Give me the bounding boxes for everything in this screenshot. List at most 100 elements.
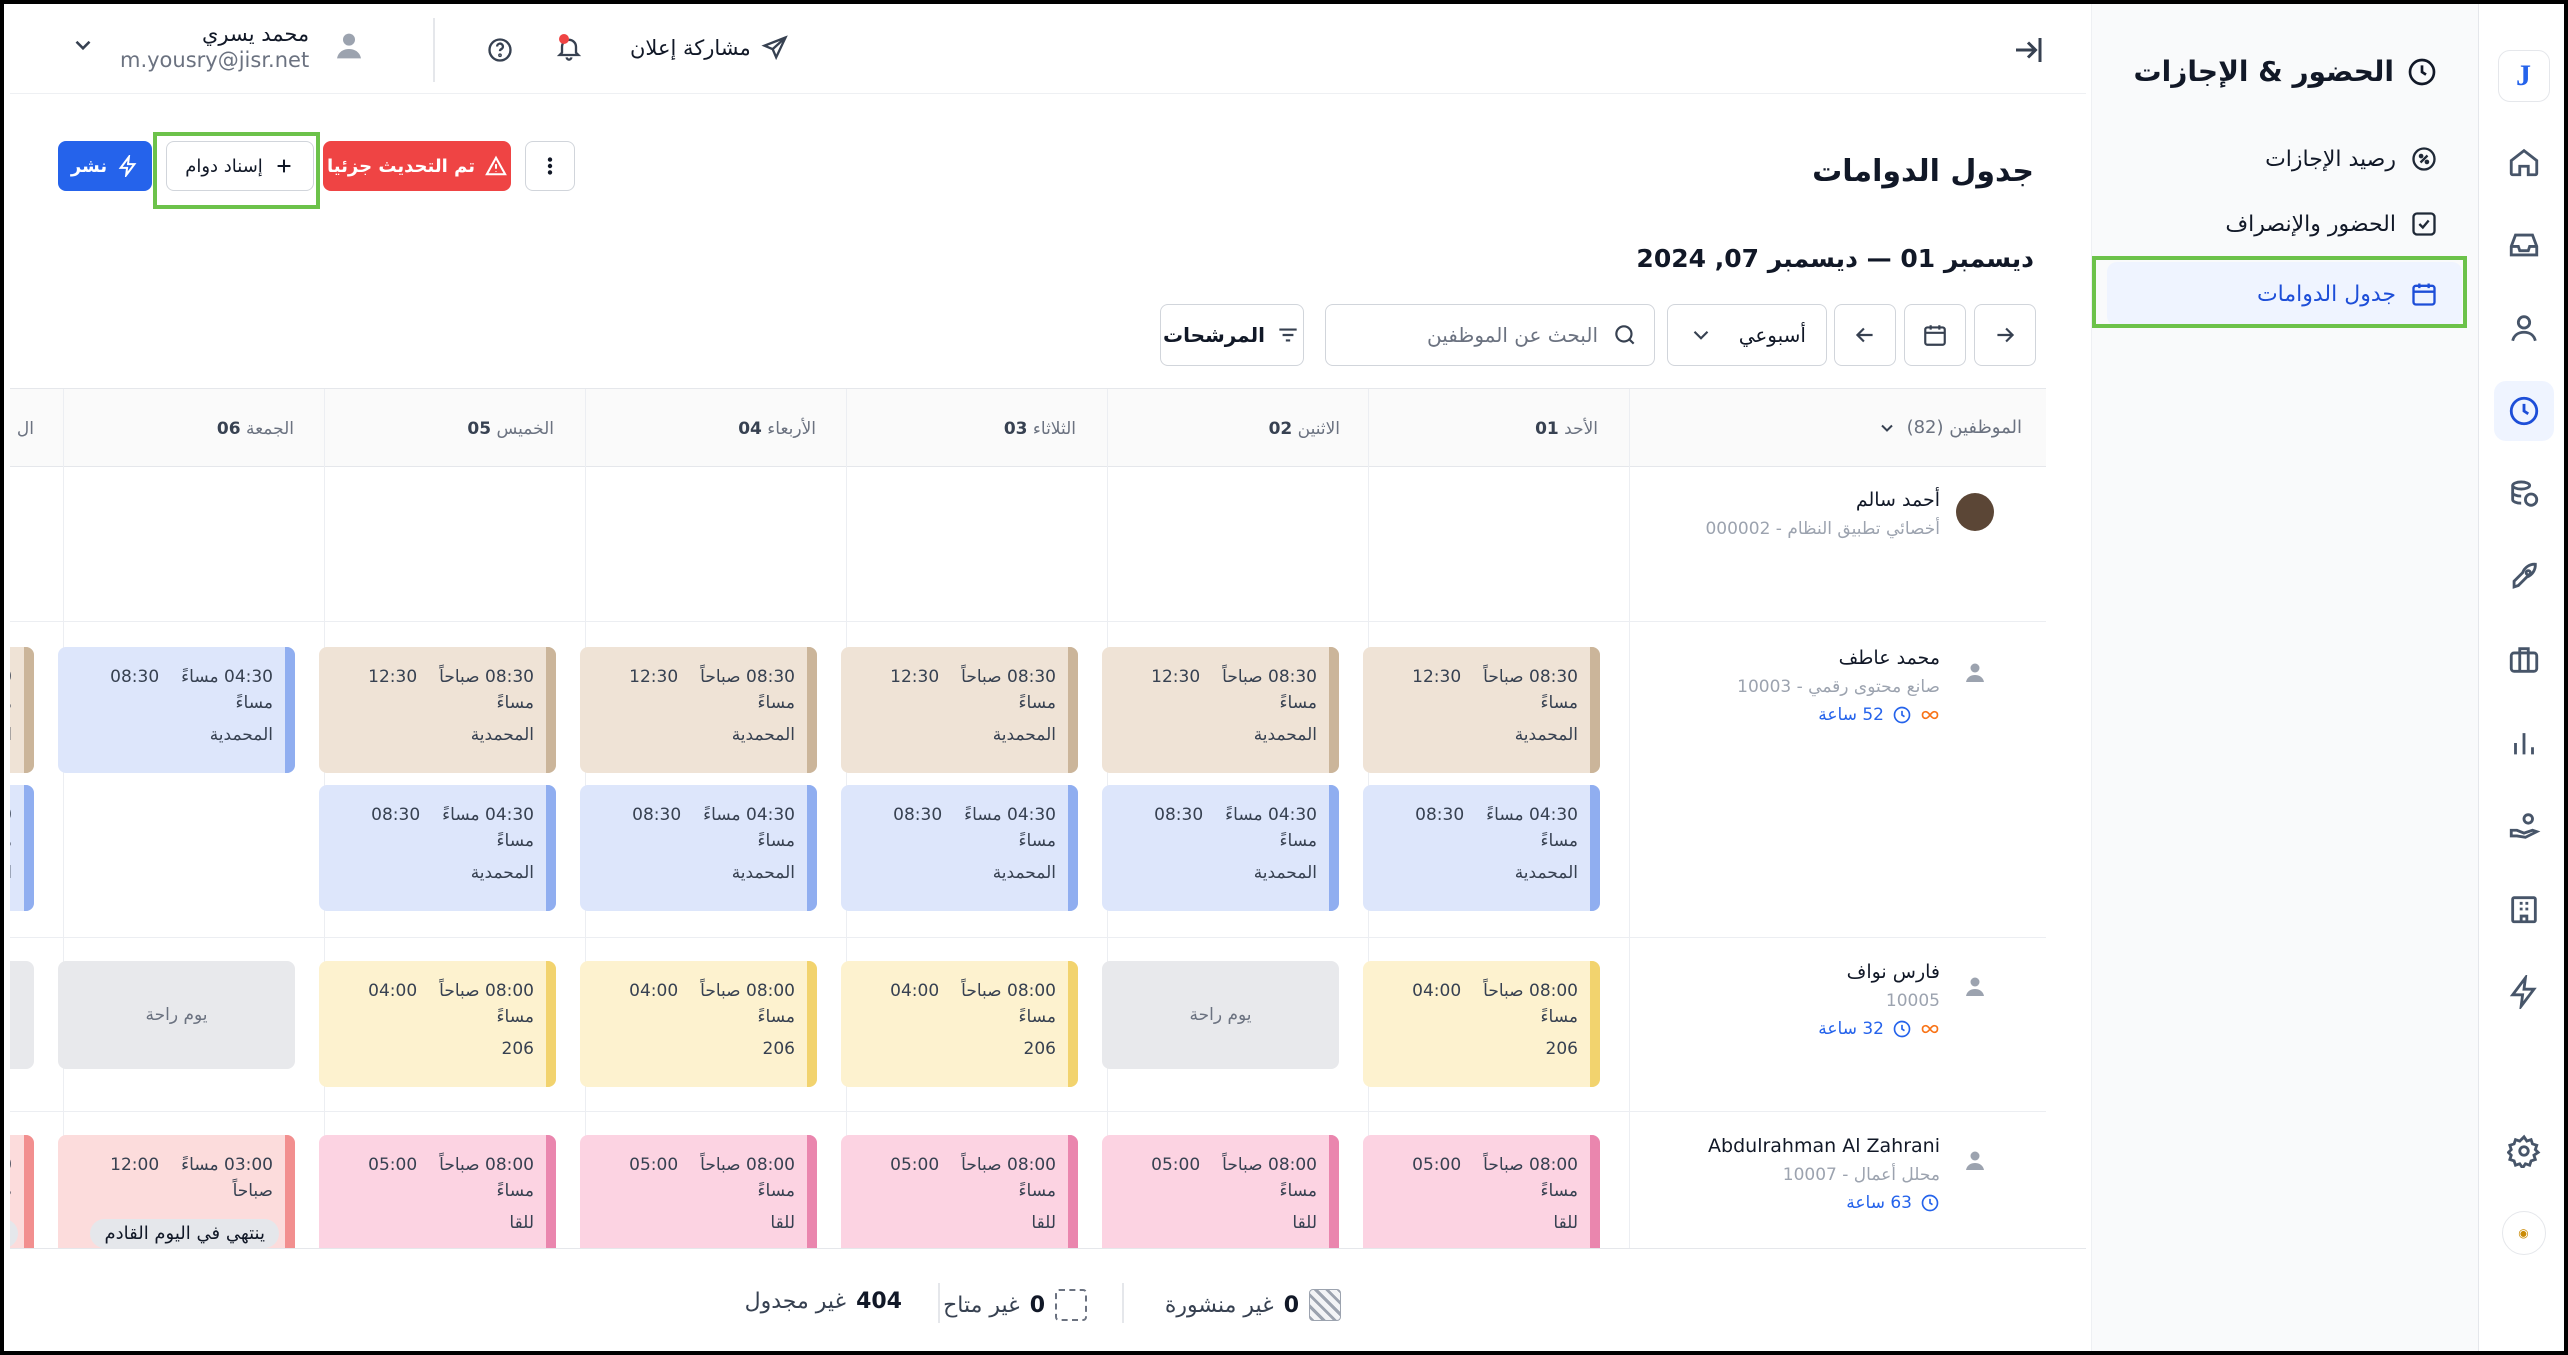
settings-gear-icon[interactable] bbox=[2494, 1121, 2554, 1181]
home-icon[interactable] bbox=[2494, 132, 2554, 192]
shift-text: 08:30 صباحاً bbox=[700, 667, 795, 687]
employee-search-input[interactable]: البحث عن الموظفين bbox=[1325, 304, 1655, 366]
employee-avatar-icon[interactable] bbox=[1956, 967, 1994, 1005]
sidebar-item-attendance[interactable]: الحضور والإنصراف bbox=[2225, 210, 2438, 238]
next-week-button[interactable] bbox=[1974, 304, 2036, 366]
shift-time: 08:00 صباحاً 04:00 bbox=[1363, 981, 1578, 1001]
filter-lines-icon bbox=[1279, 328, 1297, 342]
icon-rail: J ◉ bbox=[2478, 0, 2568, 1355]
schedule-summary-bar: 0 غير منشورة 0 غير متاح 404 غير مجدول bbox=[10, 1248, 2086, 1355]
hand-coin-icon[interactable] bbox=[2494, 796, 2554, 856]
bar-chart-icon[interactable] bbox=[2494, 713, 2554, 773]
more-options-button[interactable] bbox=[525, 141, 575, 191]
clock-icon[interactable] bbox=[2493, 381, 2554, 441]
rest-day-card[interactable]: يوم راحة bbox=[1102, 961, 1339, 1069]
employee-row-4[interactable]: Abdulrahman Al Zahrani محلل أعمال - 1000… bbox=[1708, 1135, 1940, 1213]
shift-text: 08:30 صباحاً bbox=[961, 667, 1056, 687]
search-icon bbox=[1615, 325, 1635, 345]
shift-text: للقا bbox=[1292, 1213, 1317, 1233]
lightning-icon[interactable] bbox=[2494, 962, 2554, 1022]
shift-card[interactable]: 08:00 صباحاً 04:00 مساءً 206 bbox=[841, 961, 1078, 1087]
shift-card[interactable]: 08:00 صباحاً 05:00 مساءً للقا bbox=[1102, 1135, 1339, 1248]
company-avatar[interactable]: ◉ bbox=[2501, 1211, 2546, 1255]
warning-triangle-icon bbox=[485, 155, 507, 176]
infinity-icon bbox=[1921, 1024, 1939, 1034]
summary-divider bbox=[1122, 1283, 1124, 1323]
user-icon[interactable] bbox=[2494, 298, 2554, 358]
filters-button[interactable]: المرشحات bbox=[1160, 304, 1304, 366]
shift-card[interactable]: 08:00 صباحاً 04:00 مساءً 206 bbox=[1363, 961, 1600, 1087]
share-announcement-button[interactable]: مشاركة إعلان bbox=[630, 34, 789, 62]
shift-text: المحمدية bbox=[1514, 725, 1578, 745]
employee-row-1[interactable]: أحمد سالم أخصائي تطبيق النظام - 000002 bbox=[1705, 489, 1940, 539]
shift-text: مساءً bbox=[1540, 1007, 1578, 1027]
collapse-sidebar-icon[interactable] bbox=[2010, 32, 2046, 72]
shift-card[interactable]: 08:00 صباحاً 04:00 مساءً 206 bbox=[319, 961, 556, 1087]
chevron-down-icon[interactable] bbox=[70, 32, 96, 62]
notifications-bell-icon[interactable] bbox=[555, 34, 583, 66]
shift-text: 08:30 bbox=[110, 667, 160, 687]
user-avatar-icon[interactable] bbox=[333, 29, 365, 65]
rocket-icon[interactable] bbox=[2494, 547, 2554, 607]
shift-card[interactable]: 08:00 صباحاً 05:00 مساءً للقا bbox=[580, 1135, 817, 1248]
employee-row-2[interactable]: محمد عاطف صانع محتوى رقمي - 10003 52 ساع… bbox=[1737, 647, 1940, 725]
page-title: جدول الدوامات bbox=[1812, 154, 2034, 189]
view-select-value: أسبوعي bbox=[1738, 323, 1806, 347]
shift-time: 08:00 صباحاً 04:00 bbox=[841, 981, 1056, 1001]
help-icon[interactable] bbox=[486, 36, 514, 68]
coins-icon[interactable] bbox=[2494, 464, 2554, 524]
shift-text: مساءً bbox=[496, 693, 534, 713]
shift-text: مساءً bbox=[235, 693, 273, 713]
shift-card[interactable]: 08:00 صباحاً 04:00 مساءً 206 bbox=[580, 961, 817, 1087]
shift-period: مساءً bbox=[319, 1007, 534, 1027]
employee-row-3[interactable]: فارس نواف 10005 32 ساعة bbox=[1818, 961, 1940, 1039]
employee-avatar-icon[interactable] bbox=[1956, 653, 1994, 691]
employee-avatar-photo[interactable] bbox=[1956, 493, 1994, 531]
app-logo[interactable]: J bbox=[2497, 50, 2550, 102]
shift-time: 04:30 مساءً 08:30 bbox=[1102, 805, 1317, 825]
assign-shift-button[interactable]: إسناد دوام bbox=[166, 141, 314, 191]
share-announcement-label: مشاركة إعلان bbox=[630, 36, 751, 60]
view-select[interactable]: أسبوعي bbox=[1667, 304, 1827, 366]
user-menu[interactable]: محمد يسري m.yousry@jisr.net bbox=[70, 22, 365, 72]
rest-day-card[interactable]: يوم راحة bbox=[10, 961, 34, 1069]
shift-card[interactable]: 08:00 صباحاً 05:00 مساءً للقا bbox=[319, 1135, 556, 1248]
sidebar-item-leave-balance[interactable]: رصيد الإجازات bbox=[2265, 145, 2438, 173]
shift-time: 08:00 صباحاً 05:00 bbox=[841, 1155, 1056, 1175]
briefcase-icon[interactable] bbox=[2494, 630, 2554, 690]
sidebar-item-shift-schedule[interactable]: جدول الدوامات bbox=[2107, 262, 2462, 326]
employee-avatar-icon[interactable] bbox=[1956, 1141, 1994, 1179]
shift-text: 08:00 صباحاً bbox=[1483, 981, 1578, 1001]
employee-hours: 63 ساعة bbox=[1708, 1193, 1940, 1213]
partially-updated-button[interactable]: تم التحديث جزئيا bbox=[323, 141, 511, 191]
publish-button[interactable]: نشر bbox=[58, 141, 152, 191]
employees-column-header[interactable]: الموظفين (82) bbox=[1877, 417, 2022, 438]
shift-location: للقا bbox=[580, 1213, 795, 1233]
plus-icon bbox=[277, 159, 291, 173]
inbox-icon[interactable] bbox=[2494, 215, 2554, 275]
shift-card[interactable]: 08:00 صباحاً 05:00 مساءً للقا bbox=[841, 1135, 1078, 1248]
shift-text: مساءً bbox=[1279, 831, 1317, 851]
previous-week-button[interactable] bbox=[1834, 304, 1896, 366]
shift-card[interactable]: 08:00 صباحاً 05:00 مساءً للقا bbox=[1363, 1135, 1600, 1248]
employee-name: Abdulrahman Al Zahrani bbox=[1708, 1135, 1940, 1157]
rest-day-card[interactable]: يوم راحة bbox=[58, 961, 295, 1069]
calendar-picker-button[interactable] bbox=[1904, 304, 1966, 366]
shift-text: 05:00 bbox=[368, 1155, 418, 1175]
building-icon[interactable] bbox=[2494, 879, 2554, 939]
